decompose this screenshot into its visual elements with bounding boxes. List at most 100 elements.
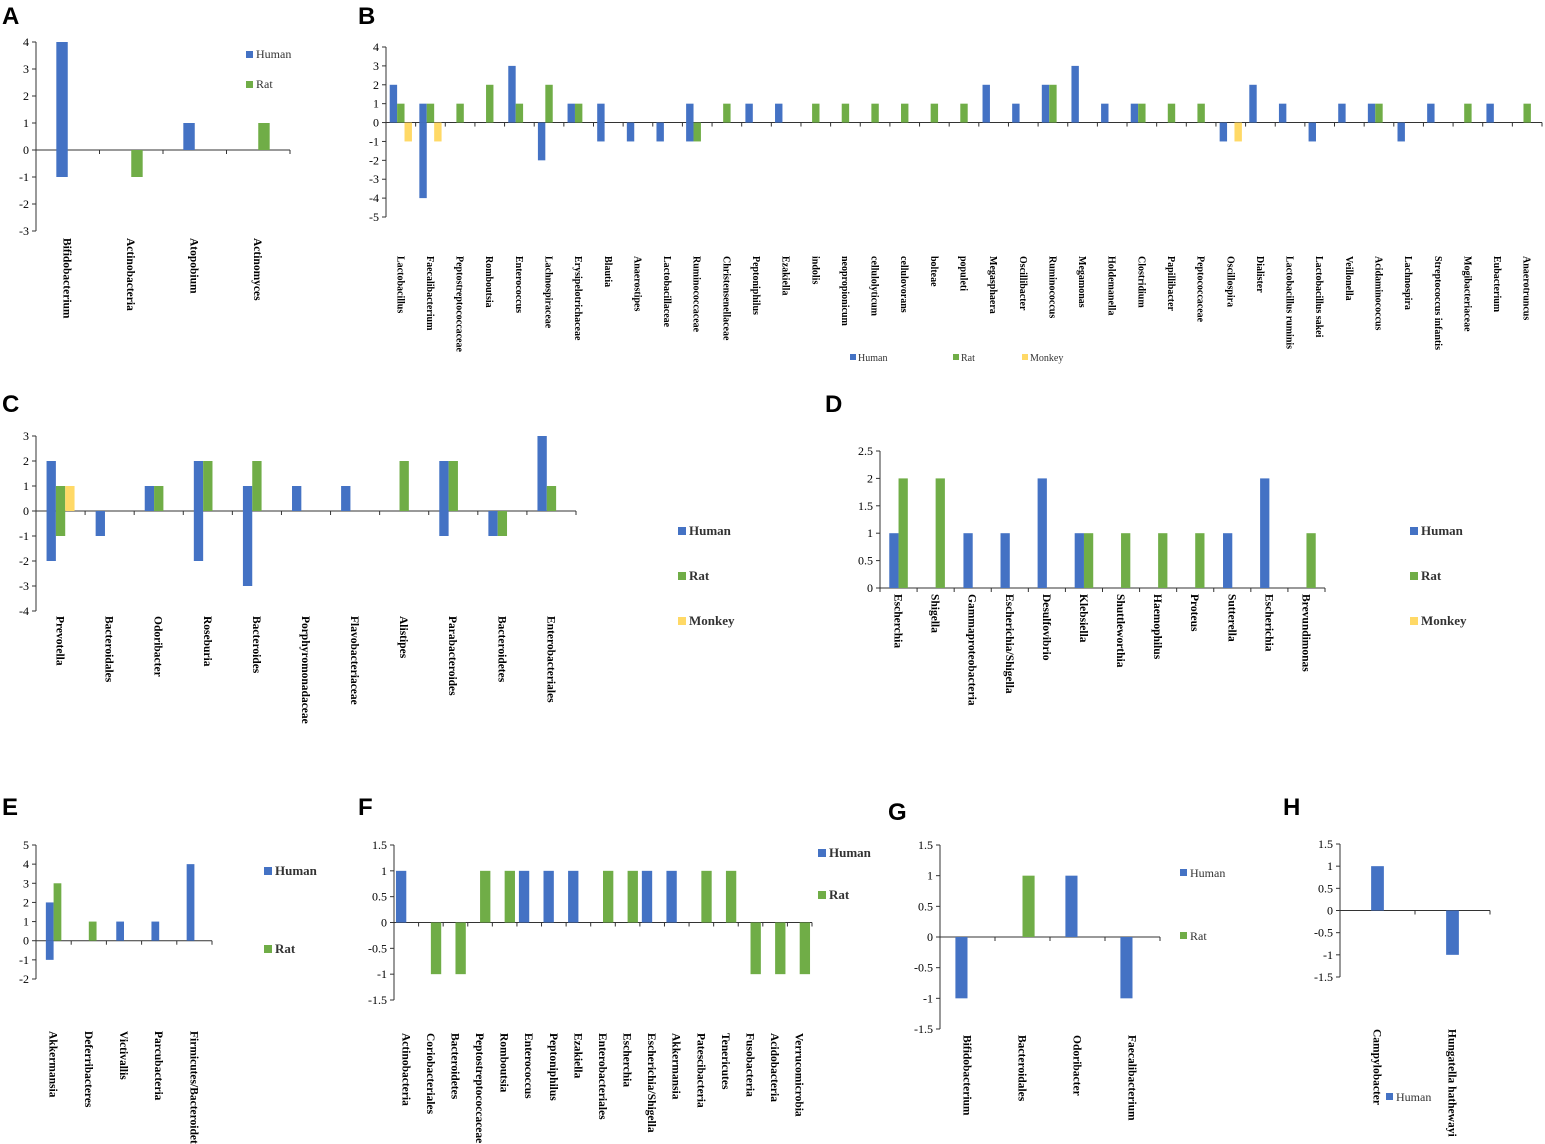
category-label: Eubacterium <box>1491 256 1502 313</box>
panel-letter-a: A <box>2 3 19 30</box>
bar-rat <box>871 103 879 123</box>
bar-human <box>508 65 516 123</box>
bar-rat <box>693 122 701 142</box>
category-label: Verrucomicrobia <box>793 1033 805 1117</box>
bar-human <box>775 103 783 123</box>
bar-human <box>1101 103 1109 123</box>
bar-rat <box>1464 103 1472 123</box>
bar-rat <box>1523 103 1531 123</box>
bar-human <box>1041 84 1050 123</box>
y-tick-label: 2 <box>23 895 29 909</box>
category-label: Erysipelotrichaceae <box>572 256 583 341</box>
category-label: Desulfovibrio <box>1040 594 1052 661</box>
y-tick-label: 4 <box>23 35 29 49</box>
bar-rat <box>426 103 435 123</box>
category-label: Dialister <box>1254 256 1265 293</box>
category-label: Campylobacter <box>1370 1029 1382 1105</box>
y-tick-label: -2 <box>19 554 29 568</box>
panel-letter-h: H <box>1283 794 1300 821</box>
category-label: Lachnospiraceae <box>543 256 554 329</box>
category-label: Peptostreptococcaceae <box>473 1033 485 1143</box>
chart-plots: -3 -2 -1 0 1 2 3 4 Bifidobacterium Actinobacteria… <box>19 35 1543 1144</box>
category-label: Faecalibacterium <box>424 256 435 331</box>
category-label: Faecalibacterium <box>1125 1035 1137 1121</box>
legend-swatch-rat <box>264 945 272 953</box>
category-label: Romboutsia <box>498 1033 510 1093</box>
category-label: Klebsiella <box>1077 594 1089 643</box>
y-tick-label: 0.5 <box>1318 881 1333 895</box>
category-label: Clostridium <box>1135 256 1146 308</box>
category-label: Victivallis <box>117 1031 129 1080</box>
y-tick-label: 0 <box>23 934 29 948</box>
bar-rat <box>131 150 143 177</box>
y-tick-label: 0.5 <box>918 899 933 913</box>
bar-monkey <box>65 486 75 511</box>
bar-human <box>439 511 449 536</box>
category-label: Christensenellaceae <box>720 256 731 341</box>
y-tick-label: 0 <box>23 143 29 157</box>
bar-human <box>686 122 694 142</box>
legend-c: Human Rat Monkey <box>678 523 735 628</box>
bar-rat <box>88 921 97 941</box>
panel-letter-b: B <box>358 3 375 30</box>
y-tick-label: 2 <box>373 78 379 92</box>
category-label: Enterococcus <box>513 256 524 313</box>
bar-human <box>45 940 54 960</box>
category-label: Megasphaera <box>987 256 998 314</box>
category-label: Enterobacteriales <box>544 616 556 703</box>
legend-label-human: Human <box>1421 523 1464 538</box>
legend-b: Human Rat Monkey <box>850 353 1063 364</box>
bar-rat <box>448 461 458 511</box>
legend-swatch-human <box>1386 1093 1393 1100</box>
legend-label-human: Human <box>858 353 887 364</box>
legend-swatch-monkey <box>1022 354 1028 360</box>
bar-rat <box>799 922 811 975</box>
bar-human <box>543 870 554 923</box>
bar-human <box>963 533 973 588</box>
category-label: cellulovorans <box>898 256 909 313</box>
bar-rat <box>258 123 270 150</box>
chart-c: -4 -3 -2 -1 0 1 2 3 Prevotella Bacteroidales Odori… <box>19 429 577 724</box>
bar-human <box>1065 875 1078 937</box>
category-label: Lachnospira <box>1402 256 1413 310</box>
legend-label-rat: Rat <box>829 887 850 902</box>
bar-human <box>488 511 498 536</box>
y-tick-label: -1 <box>19 953 29 967</box>
bar-human <box>395 870 407 923</box>
legend-swatch-rat <box>246 81 253 88</box>
legend-swatch-rat <box>818 891 826 899</box>
bar-human <box>292 486 302 511</box>
bar-human <box>567 103 575 123</box>
y-tick-label: 1 <box>1327 859 1333 873</box>
bar-human <box>1427 103 1435 123</box>
category-label: Sutterella <box>1225 594 1237 642</box>
category-label: Peptococcaceae <box>1195 256 1206 323</box>
y-tick-label: -1.5 <box>914 1022 933 1036</box>
legend-label-human: Human <box>689 523 732 538</box>
y-tick-label: -3 <box>19 224 29 238</box>
y-tick-label: 3 <box>23 876 29 890</box>
bar-human <box>419 103 427 123</box>
bar-rat <box>574 103 583 123</box>
y-tick-label: -5 <box>369 210 379 224</box>
legend-swatch-human <box>246 51 253 58</box>
bar-rat <box>1197 103 1205 123</box>
legend-label-human: Human <box>275 863 318 878</box>
y-tick-label: 3 <box>23 62 29 76</box>
y-tick-label: 1 <box>23 479 29 493</box>
category-label: Anaerostipes <box>631 256 642 311</box>
panel-letter-g: G <box>888 799 907 826</box>
y-tick-label: 0 <box>23 504 29 518</box>
bar-human <box>1397 122 1405 142</box>
category-label: Bacteroidetes <box>448 1033 460 1100</box>
legend-h: Human <box>1386 1090 1431 1104</box>
category-label: Parcubacteria <box>152 1031 164 1101</box>
legend-g: Human Rat <box>1180 866 1225 943</box>
y-tick-label: -1 <box>369 134 379 148</box>
y-tick-label: -0.5 <box>368 941 387 955</box>
bar-rat <box>456 103 464 123</box>
bar-rat <box>480 870 491 923</box>
category-label: Deferribacteres <box>82 1031 94 1108</box>
bar-monkey <box>1234 122 1242 142</box>
y-tick-label: 2 <box>23 89 29 103</box>
